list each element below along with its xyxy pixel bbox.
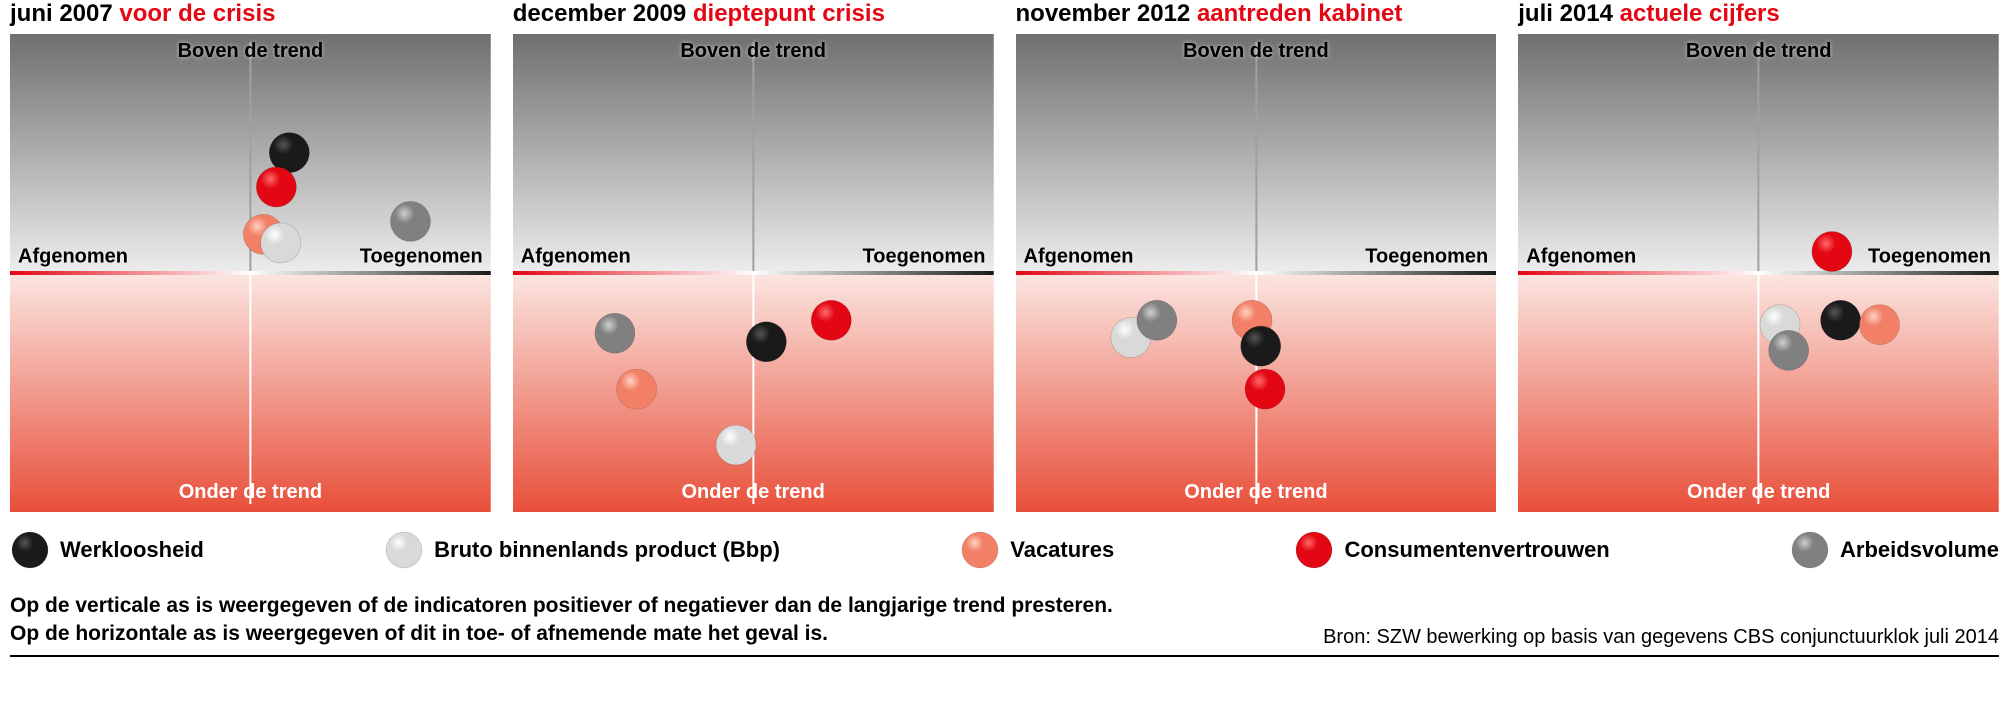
legend-label: Consumentenvertrouwen (1344, 537, 1609, 563)
panel-title-red: dieptepunt crisis (693, 0, 885, 27)
axis-label-right: Toegenomen (360, 245, 483, 268)
legend-label: Bruto binnenlands product (Bbp) (434, 537, 780, 563)
panel-title: december 2009 dieptepunt crisis (513, 0, 994, 28)
quad-wrap: Boven de trend Onder de trend Afgenomen Toe… (1016, 34, 1497, 512)
footer-source: Bron: SZW bewerking op basis van gegeven… (1303, 626, 1999, 649)
legend-item-arbeid: Arbeidsvolume (1790, 530, 1999, 570)
point-consumenten (1812, 232, 1852, 272)
point-bbp (261, 223, 301, 263)
axis-label-bottom: Onder de trend (1184, 481, 1327, 504)
axis-label-left: Afgenomen (18, 245, 128, 268)
axis-label-left: Afgenomen (1526, 245, 1636, 268)
point-werkloosheid (746, 322, 786, 362)
point-bbp (716, 425, 756, 465)
point-werkloosheid (1821, 300, 1861, 340)
legend-sphere-arbeid (1792, 532, 1828, 568)
point-arbeid (595, 313, 635, 353)
legend-label: Werkloosheid (60, 537, 204, 563)
legend-sphere-vacatures (962, 532, 998, 568)
panel-title-red: aantreden kabinet (1197, 0, 1402, 27)
legend-sphere-consumenten (1296, 532, 1332, 568)
footer-line1: Op de verticale as is weergegeven of de … (10, 592, 1113, 620)
point-vacatures (616, 369, 656, 409)
axis-label-top: Boven de trend (178, 40, 324, 63)
panel-title: juli 2014 actuele cijfers (1518, 0, 1999, 28)
axis-label-bottom: Onder de trend (1687, 481, 1830, 504)
panel-1: december 2009 dieptepunt crisis Boven de … (513, 0, 994, 512)
legend-item-bbp: Bruto binnenlands product (Bbp) (384, 530, 780, 570)
legend-item-consumenten: Consumentenvertrouwen (1294, 530, 1609, 570)
point-consumenten (811, 300, 851, 340)
point-werkloosheid (1240, 326, 1280, 366)
panel-2: november 2012 aantreden kabinet Boven de … (1016, 0, 1497, 512)
axis-label-right: Toegenomen (1365, 245, 1488, 268)
quad-wrap: Boven de trend Onder de trend Afgenomen Toe… (10, 34, 491, 512)
legend-sphere-werkloosheid (12, 532, 48, 568)
axis-label-right: Toegenomen (863, 245, 986, 268)
axis-label-top: Boven de trend (1686, 40, 1832, 63)
axis-label-left: Afgenomen (521, 245, 631, 268)
panels-row: juni 2007 voor de crisis Boven de trend On… (10, 0, 1999, 512)
legend-label: Arbeidsvolume (1840, 537, 1999, 563)
footer: Op de verticale as is weergegeven of de … (10, 592, 1999, 657)
footer-line2: Op de horizontale as is weergegeven of d… (10, 620, 1113, 648)
legend-sphere-bbp (386, 532, 422, 568)
quad-wrap: Boven de trend Onder de trend Afgenomen Toe… (513, 34, 994, 512)
point-arbeid (1769, 330, 1809, 370)
panel-title: juni 2007 voor de crisis (10, 0, 491, 28)
point-consumenten (1244, 369, 1284, 409)
panel-0: juni 2007 voor de crisis Boven de trend On… (10, 0, 491, 512)
axis-label-top: Boven de trend (680, 40, 826, 63)
axis-label-left: Afgenomen (1024, 245, 1134, 268)
panel-title-red: actuele cijfers (1620, 0, 1780, 27)
legend-item-vacatures: Vacatures (960, 530, 1114, 570)
panel-title-black: december 2009 (513, 0, 693, 27)
panel-title: november 2012 aantreden kabinet (1016, 0, 1497, 28)
legend-label: Vacatures (1010, 537, 1114, 563)
panel-title-red: voor de crisis (119, 0, 275, 27)
point-arbeid (1136, 300, 1176, 340)
legend-item-werkloosheid: Werkloosheid (10, 530, 204, 570)
axis-label-top: Boven de trend (1183, 40, 1329, 63)
panel-title-black: juni 2007 (10, 0, 119, 27)
panel-3: juli 2014 actuele cijfers Boven de trend O… (1518, 0, 1999, 512)
quad-wrap: Boven de trend Onder de trend Afgenomen Toe… (1518, 34, 1999, 512)
point-consumenten (256, 167, 296, 207)
axis-label-right: Toegenomen (1868, 245, 1991, 268)
panel-title-black: november 2012 (1016, 0, 1197, 27)
footer-notes: Op de verticale as is weergegeven of de … (10, 592, 1113, 649)
point-vacatures (1860, 305, 1900, 345)
point-arbeid (390, 201, 430, 241)
legend: Werkloosheid Bruto binnenlands product (B… (10, 530, 1999, 570)
panel-title-black: juli 2014 (1518, 0, 1619, 27)
axis-label-bottom: Onder de trend (179, 481, 322, 504)
axis-label-bottom: Onder de trend (681, 481, 824, 504)
point-werkloosheid (269, 133, 309, 173)
